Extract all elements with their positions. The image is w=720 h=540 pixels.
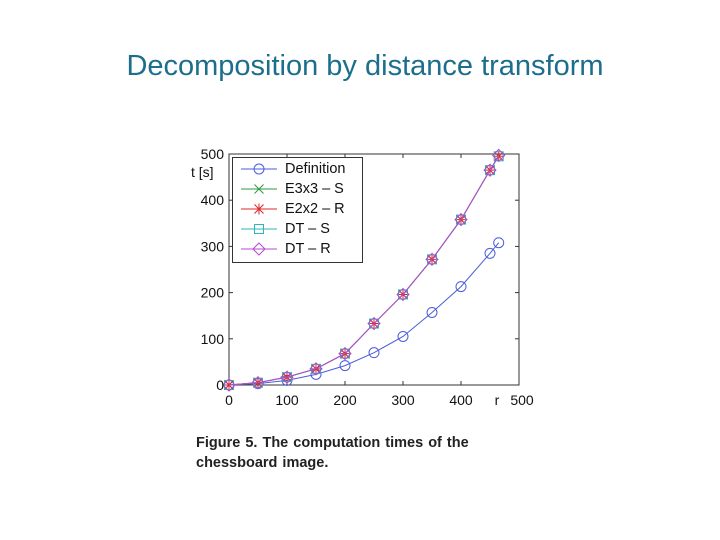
series-line bbox=[229, 243, 499, 385]
legend-label: E2x2 – R bbox=[285, 200, 345, 218]
y-tick-label: 200 bbox=[201, 285, 225, 301]
legend-item: Definition bbox=[233, 160, 362, 178]
y-axis-label: t [s] bbox=[191, 164, 214, 180]
legend-label: DT – S bbox=[285, 220, 330, 238]
slide-title: Decomposition by distance transform bbox=[0, 50, 720, 83]
x-tick-label: 100 bbox=[275, 392, 299, 408]
x-tick-label: 300 bbox=[391, 392, 415, 408]
legend-swatch bbox=[239, 200, 279, 218]
x-tick-label: 0 bbox=[225, 392, 233, 408]
legend-label: DT – R bbox=[285, 240, 331, 258]
x-tick-label: 200 bbox=[333, 392, 357, 408]
y-tick-label: 300 bbox=[201, 238, 225, 254]
legend-label: Definition bbox=[285, 160, 345, 178]
x-tick-label: 500 bbox=[510, 392, 534, 408]
legend-label: E3x3 – S bbox=[285, 180, 344, 198]
x-tick-label: 400 bbox=[449, 392, 473, 408]
figure: 0 100 200 300 400 500 r 0 100 200 300 400 500 t [s] D… bbox=[186, 140, 546, 480]
caption-line-2: chessboard image. bbox=[196, 453, 536, 473]
y-tick-label: 100 bbox=[201, 331, 225, 347]
y-tick-label: 0 bbox=[216, 377, 224, 393]
legend-item: E2x2 – R bbox=[233, 200, 362, 218]
legend-item: E3x3 – S bbox=[233, 180, 362, 198]
y-tick-label: 400 bbox=[201, 192, 225, 208]
legend-swatch bbox=[239, 160, 279, 178]
legend-item: DT – R bbox=[233, 240, 362, 258]
caption-line-1: Figure 5. The computation times of the bbox=[196, 433, 536, 453]
y-tick-label: 500 bbox=[201, 146, 225, 162]
legend-swatch bbox=[239, 220, 279, 238]
x-axis-label: r bbox=[495, 392, 500, 408]
legend-swatch bbox=[239, 240, 279, 258]
chart-legend: Definition E3x3 – S E2x2 – R DT – S DT – R bbox=[232, 157, 363, 263]
legend-marker-star bbox=[254, 204, 265, 215]
legend-swatch bbox=[239, 180, 279, 198]
legend-item: DT – S bbox=[233, 220, 362, 238]
figure-caption: Figure 5. The computation times of the c… bbox=[196, 433, 536, 473]
